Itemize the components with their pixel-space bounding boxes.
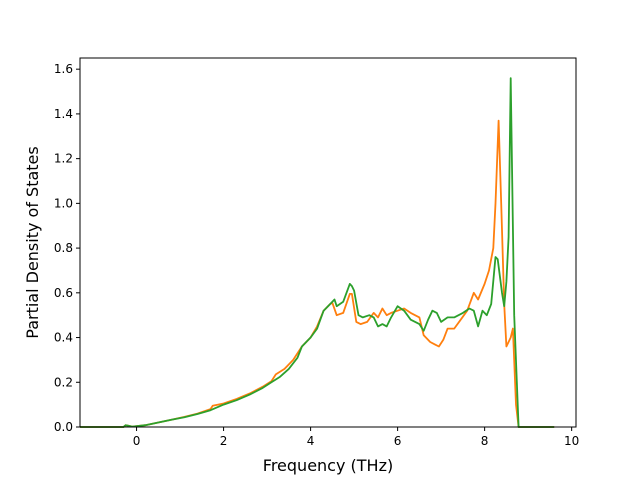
y-tick-label: 0.8 (54, 241, 73, 255)
ticks-layer: 0 2 4 6 8 10 0.0 0.2 0.4 0.6 0.8 1.0 1.2 1.4 1.6 (54, 62, 579, 448)
y-tick-label: 1.2 (54, 152, 73, 166)
y-axis-label: Partial Density of States (23, 146, 42, 338)
axes-frame (79, 57, 577, 428)
y-tick-label: 0.4 (54, 331, 73, 345)
x-tick-label: 2 (220, 434, 228, 448)
y-tick-label: 0.2 (54, 375, 73, 389)
x-tick-label: 10 (564, 434, 579, 448)
x-tick-label: 8 (481, 434, 489, 448)
x-axis-label: Frequency (THz) (263, 456, 393, 475)
series-layer (80, 77, 555, 428)
y-tick-label: 0.6 (54, 286, 73, 300)
y-tick-label: 1.0 (54, 196, 73, 210)
x-tick-label: 4 (307, 434, 315, 448)
x-tick-label: 6 (394, 434, 402, 448)
y-tick-label: 0.0 (54, 420, 73, 434)
series-line-1 (80, 119, 555, 428)
series-line-2 (80, 77, 555, 428)
y-tick-label: 1.6 (54, 62, 73, 76)
x-tick-label: 0 (133, 434, 141, 448)
y-tick-label: 1.4 (54, 107, 73, 121)
